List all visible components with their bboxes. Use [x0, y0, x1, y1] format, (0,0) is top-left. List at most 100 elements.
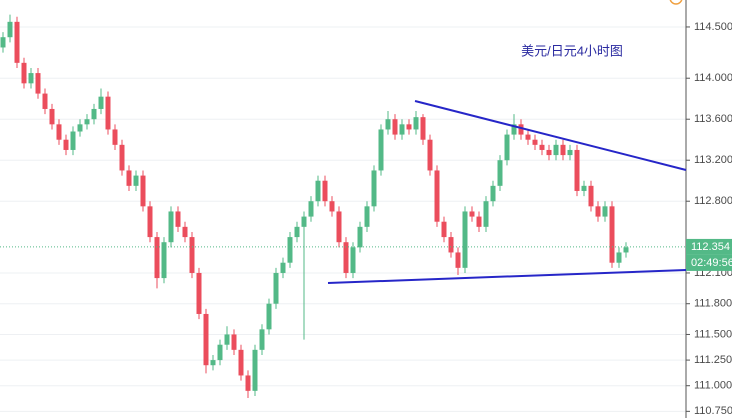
candle-body: [112, 129, 118, 145]
candle-body: [588, 185, 594, 207]
candle-body: [427, 139, 433, 171]
candle-body: [0, 37, 6, 48]
y-tick-label: 113.200: [694, 154, 732, 166]
candle-body: [504, 134, 510, 161]
candle-body: [392, 119, 398, 135]
candle-body: [98, 96, 104, 109]
candle-body: [35, 73, 41, 94]
candle-body: [518, 124, 524, 135]
candle-body: [224, 334, 230, 345]
candle-body: [168, 211, 174, 243]
candle-body: [581, 185, 587, 191]
candle-body: [448, 237, 454, 253]
candle-body: [161, 242, 167, 279]
y-tick-label: 110.750: [694, 405, 732, 417]
candle-body: [539, 144, 545, 150]
candle-body: [406, 124, 412, 130]
alert-icon: [669, 0, 683, 5]
candle-body: [609, 206, 615, 263]
grid: [0, 26, 686, 412]
candle-body: [511, 124, 517, 135]
candle-body: [280, 262, 286, 273]
y-tick-label: 112.800: [694, 195, 732, 207]
candle-body: [238, 349, 244, 376]
candle-body: [462, 211, 468, 268]
candle-body: [525, 134, 531, 140]
candle-body: [413, 117, 419, 130]
candle-body: [196, 272, 202, 314]
chart-title: 美元/日元4小时图: [521, 43, 623, 58]
candle-body: [266, 303, 272, 330]
price-axis: 114.500114.000113.600113.200112.800112.1…: [686, 21, 732, 417]
candle-body: [154, 237, 160, 279]
candle-body: [378, 129, 384, 171]
plot: [0, 14, 686, 399]
candle-body: [203, 313, 209, 366]
candle-body: [483, 201, 489, 227]
candle-body: [329, 201, 335, 212]
candle-body: [140, 175, 146, 207]
candle-body: [56, 124, 62, 140]
candle-body: [567, 149, 573, 156]
candle-body: [616, 252, 622, 263]
candle-body: [119, 144, 125, 171]
countdown-box: [686, 254, 732, 271]
candle-body: [441, 221, 447, 238]
candle-body: [343, 242, 349, 273]
y-tick-label: 114.500: [694, 21, 732, 33]
candle-body: [42, 93, 48, 109]
candle-body: [28, 73, 34, 84]
candle-body: [84, 119, 90, 125]
candle-body: [315, 180, 321, 202]
candle-body: [490, 185, 496, 202]
candle-body: [245, 375, 251, 391]
y-tick-label: 111.800: [694, 298, 732, 310]
candle-body: [63, 139, 69, 150]
candle-body: [21, 62, 27, 84]
candle-body: [469, 211, 475, 217]
candle-body: [476, 216, 482, 227]
candle-body: [273, 272, 279, 304]
candle-body: [105, 96, 111, 130]
candle-body: [357, 226, 363, 248]
candle-body: [434, 170, 440, 222]
candle-body: [210, 360, 216, 366]
y-tick-label: 114.000: [694, 72, 732, 84]
candle-body: [301, 216, 307, 227]
candle-body: [455, 252, 461, 268]
candle-body: [371, 170, 377, 207]
candle-body: [182, 226, 188, 238]
candle-body: [133, 175, 139, 186]
candle-body: [287, 237, 293, 263]
candle-body: [350, 247, 356, 273]
y-tick-label: 111.250: [694, 354, 732, 366]
candle-body: [126, 170, 132, 186]
trend-line-upper: [414, 100, 687, 171]
candle-body: [399, 124, 405, 135]
y-tick-label: 111.000: [694, 380, 732, 392]
candle-body: [574, 149, 580, 191]
candle-body: [231, 334, 237, 350]
candle-body: [7, 21, 13, 38]
candle-body: [623, 247, 629, 253]
candle-body: [147, 206, 153, 238]
candle-body: [175, 211, 181, 227]
candle-body: [294, 226, 300, 238]
y-tick-label: 111.500: [694, 328, 732, 340]
candle-body: [14, 21, 20, 63]
candle-body: [189, 237, 195, 273]
countdown-label: 02:49:56: [691, 257, 732, 269]
candle-body: [553, 144, 559, 156]
last-price-label: 112.354: [691, 241, 730, 253]
candle-body: [322, 180, 328, 202]
candle-body: [259, 329, 265, 350]
candle-body: [595, 206, 601, 217]
candle-body: [546, 149, 552, 156]
candle-body: [385, 119, 391, 130]
candle-body: [420, 117, 426, 140]
candle-body: [364, 206, 370, 227]
last-price-box: [686, 238, 732, 255]
candle-body: [308, 201, 314, 217]
candle-body: [602, 206, 608, 217]
